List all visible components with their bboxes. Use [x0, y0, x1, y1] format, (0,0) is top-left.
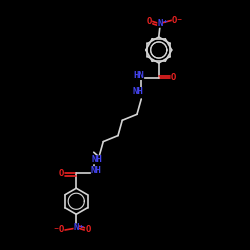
Text: NH: NH — [91, 166, 102, 175]
Text: −: − — [176, 16, 182, 21]
Text: N: N — [157, 19, 163, 28]
Text: O: O — [58, 169, 64, 178]
Text: +: + — [78, 224, 84, 228]
Text: O: O — [58, 226, 64, 234]
Text: N: N — [74, 224, 79, 232]
Text: −: − — [54, 226, 59, 230]
Text: +: + — [162, 19, 167, 24]
Text: O: O — [171, 74, 176, 82]
Text: O: O — [147, 17, 152, 26]
Text: O: O — [172, 16, 177, 25]
Text: HN: HN — [133, 71, 144, 80]
Text: O: O — [85, 226, 91, 234]
Text: NH: NH — [133, 87, 143, 96]
Text: NH: NH — [92, 155, 102, 164]
